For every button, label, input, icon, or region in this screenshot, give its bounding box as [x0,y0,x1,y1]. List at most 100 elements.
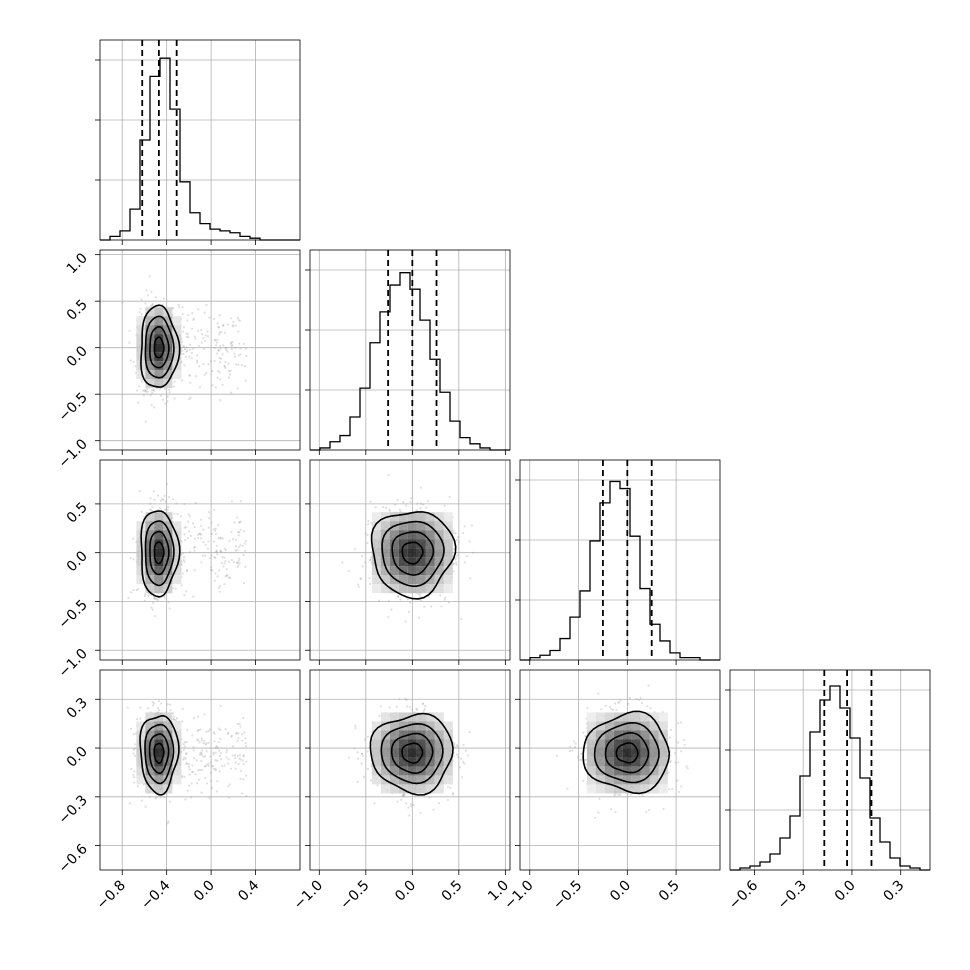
scatter-point [225,568,228,571]
scatter-point [157,700,160,703]
density-cell [172,316,182,326]
density-cell [154,512,164,522]
scatter-point [243,731,246,734]
scatter-point [189,396,192,399]
scatter-point [226,323,229,326]
scatter-point [460,776,464,779]
scatter-point [361,565,364,568]
scatter-point [186,537,190,540]
scatter-point [162,796,166,799]
scatter-point [134,743,137,746]
density-cell [154,784,164,794]
scatter-point [152,702,156,705]
scatter-point [186,789,190,792]
density-cell [371,530,381,540]
scatter-point [216,376,219,379]
density-cell [407,575,417,585]
scatter-point [243,542,246,545]
density-cell [371,575,381,585]
scatter-point [424,704,427,708]
scatter-point [218,371,221,374]
scatter-point [219,757,223,761]
scatter-point [409,802,412,806]
scatter-point [213,740,216,743]
scatter-point [463,762,466,765]
scatter-point [183,594,186,597]
scatter-point [223,562,226,565]
scatter-point [213,579,216,582]
density-cell [380,766,390,776]
scatter-points [121,275,248,423]
density-cell [145,730,155,740]
scatter-point [241,759,244,762]
density-cell [136,766,146,776]
scatter-point [418,594,422,597]
scatter-point [173,380,176,383]
scatter-point [210,554,213,557]
scatter-point [191,312,194,315]
scatter-point [146,390,149,393]
density-cell [163,712,173,722]
density-cell [163,757,173,767]
density-cell [389,739,399,749]
scatter-point [457,541,461,544]
density-cell [398,521,408,531]
scatter-point [174,718,177,722]
scatter-point [238,531,241,534]
scatter-point [133,781,136,784]
scatter-point [236,566,239,569]
scatter-point [239,353,242,356]
scatter-point [182,758,185,761]
scatter-point [403,793,406,796]
scatter-point [388,706,391,709]
scatter-point [428,796,431,799]
density-cell [163,370,173,380]
density-cell [154,566,164,576]
density-cell [380,512,390,522]
scatter-point [382,505,385,509]
density-cell [416,712,426,722]
density-cell [136,566,146,576]
panel-3-0: −0.6−0.30.00.3−0.8 −0.4 0.0 0.4 [55,669,301,913]
scatter-point [217,349,220,352]
x-tick-label: 0.4 [235,877,262,904]
density-cell [407,512,417,522]
scatter-point [218,749,221,752]
scatter-point [223,547,226,550]
density-cell [172,521,182,531]
scatter-point [197,715,200,718]
scatter-point [190,327,194,330]
scatter-point [224,360,227,364]
density-cell [172,325,182,335]
scatter-point [452,741,456,745]
scatter-point [213,347,216,350]
density-cell [425,712,435,722]
scatter-point [183,526,186,529]
scatter-point [236,516,239,519]
scatter-point [411,708,414,711]
scatter-point [239,499,242,503]
density-cell [145,757,155,767]
scatter-point [462,743,465,746]
scatter-point [404,620,407,623]
scatter-point [207,762,210,765]
scatter-point [216,322,219,325]
scatter-point [185,350,188,353]
scatter-point [210,521,213,524]
scatter-point [223,764,226,767]
density-cell [172,566,182,576]
scatter-point [136,401,140,404]
density-cell [380,557,390,567]
scatter-point [214,769,217,772]
scatter-point [361,752,364,755]
contour-level-1 [144,723,175,785]
scatter-point [456,554,459,557]
scatter-point [183,539,187,542]
density-cell [145,361,155,371]
density-cell [416,521,426,531]
scatter-point [164,508,168,511]
scatter-point [357,585,360,588]
scatter-point [209,761,213,764]
scatter-point [212,731,215,734]
density-cell [398,557,408,567]
